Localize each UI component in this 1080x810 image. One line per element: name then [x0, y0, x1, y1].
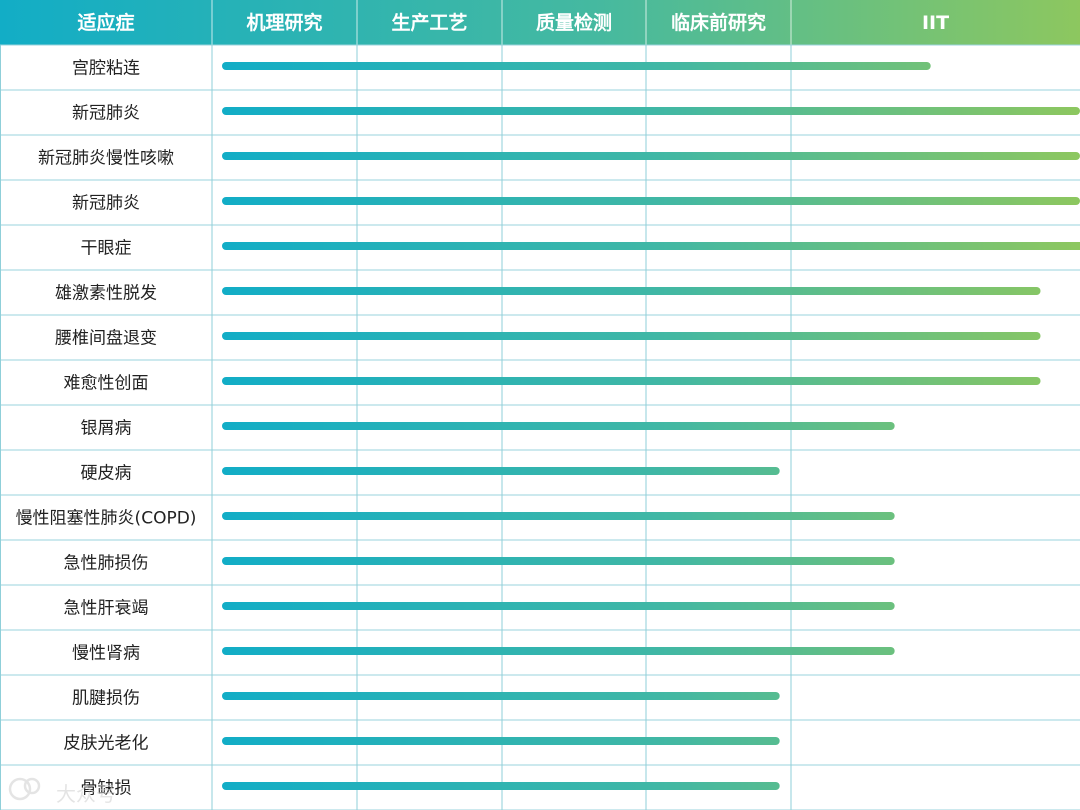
row-label: 银屑病: [81, 419, 132, 439]
progress-bar: [222, 467, 780, 475]
progress-bar: [222, 242, 1080, 250]
row-label: 干眼症: [81, 239, 132, 259]
progress-bar: [222, 782, 780, 790]
progress-bar: [222, 557, 895, 565]
progress-bar: [222, 377, 1041, 385]
progress-bar: [222, 692, 780, 700]
row-label: 宫腔粘连: [72, 59, 140, 79]
progress-bar: [222, 197, 1080, 205]
watermark-text: 大众号: [56, 782, 116, 806]
header-stage: 临床前研究: [671, 11, 766, 34]
row-label: 皮肤光老化: [64, 734, 149, 754]
progress-bar: [222, 62, 931, 70]
row-label: 难愈性创面: [64, 374, 149, 394]
row-label: 急性肺损伤: [64, 554, 149, 574]
progress-bar: [222, 422, 895, 430]
row-label: 慢性肾病: [72, 643, 140, 664]
row-label: 雄激素性脱发: [55, 284, 157, 304]
row-label: 骨缺损: [81, 779, 132, 799]
row-label: 新冠肺炎: [72, 104, 140, 124]
progress-bar: [222, 512, 895, 520]
progress-bar: [222, 602, 895, 610]
row-label: 慢性阻塞性肺炎(COPD): [16, 508, 197, 529]
header-indication: 适应症: [77, 11, 134, 34]
header-band: [0, 0, 1080, 45]
progress-bar: [222, 737, 780, 745]
header-stage: 生产工艺: [391, 11, 467, 34]
progress-bar: [222, 287, 1041, 295]
watermark-logo-icon: [8, 777, 41, 801]
row-label: 肌腱损伤: [72, 689, 140, 709]
header-stage: IIT: [922, 12, 949, 34]
progress-bar: [222, 332, 1041, 340]
row-label: 硬皮病: [81, 464, 132, 484]
header-stage: 机理研究: [246, 11, 322, 34]
row-label: 新冠肺炎慢性咳嗽: [38, 148, 174, 169]
progress-bar: [222, 152, 1080, 160]
row-label: 急性肝衰竭: [64, 599, 149, 619]
row-label: 腰椎间盘退变: [55, 329, 157, 349]
progress-bar: [222, 107, 1080, 115]
progress-bar: [222, 647, 895, 655]
header-stage: 质量检测: [536, 11, 612, 34]
row-label: 新冠肺炎: [72, 194, 140, 214]
watermark: 大众号: [6, 774, 156, 806]
